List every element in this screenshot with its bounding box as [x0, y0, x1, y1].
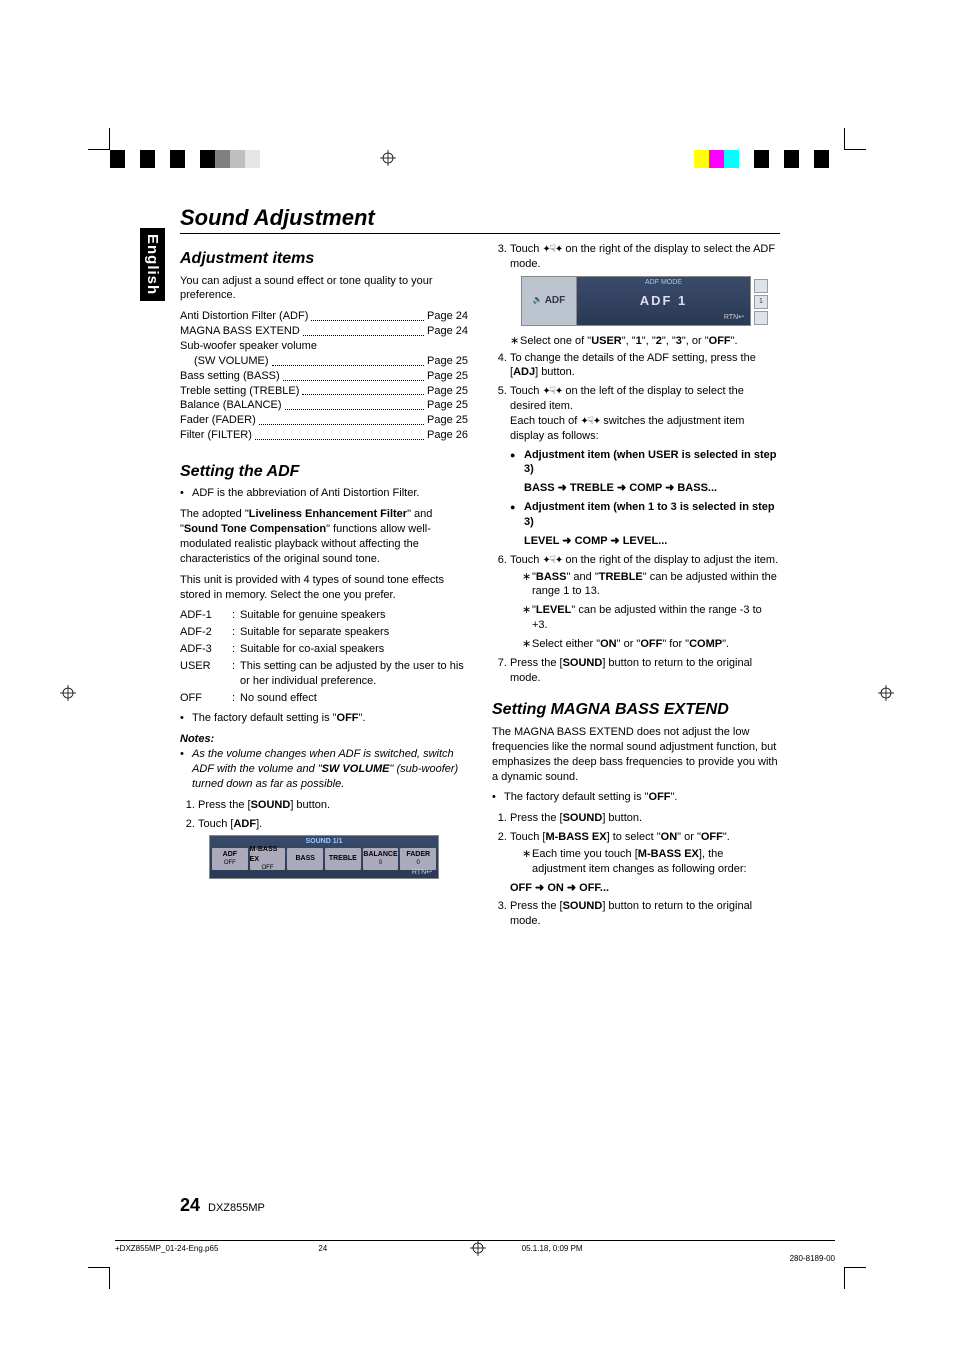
toc-line: Bass setting (BASS)Page 25 — [180, 369, 468, 384]
adf-type-row: ADF-1:Suitable for genuine speakers — [180, 608, 468, 623]
right-column: Touch ✦☟✦ on the right of the display to… — [492, 242, 780, 933]
color-registration-bar — [694, 150, 844, 168]
toc-line: (SW VOLUME)Page 25 — [180, 354, 468, 369]
magna-sequence: OFF ➜ ON ➜ OFF... — [510, 881, 780, 896]
sound-screen-button: FADER0 — [400, 848, 436, 870]
adf-types-table: ADF-1:Suitable for genuine speakers ADF-2… — [180, 608, 468, 705]
adf-step-5: Touch ✦☟✦ on the left of the display to … — [510, 384, 780, 548]
notes-body: As the volume changes when ADF is switch… — [180, 747, 468, 792]
footer-partnum: 280-8189-00 — [725, 1244, 835, 1263]
adf-screen-left-label: 🔊ADF — [522, 277, 577, 325]
intro-text: You can adjust a sound effect or tone qu… — [180, 274, 468, 304]
page-title: Sound Adjustment — [180, 205, 780, 234]
color-registration-bar — [110, 150, 260, 168]
sound-screen-button: BALANCE0 — [363, 848, 399, 870]
step6-sub-comp: Select either "ON" or "OFF" for "COMP". — [522, 637, 780, 652]
adj-item-user: Adjustment item (when USER is selected i… — [510, 448, 780, 478]
adf-abbrev-note: ADF is the abbreviation of Anti Distorti… — [180, 486, 468, 501]
toc-line: Anti Distortion Filter (ADF)Page 24 — [180, 309, 468, 324]
adf-type-row: ADF-3:Suitable for co-axial speakers — [180, 642, 468, 657]
toc-line: Sub-woofer speaker volume — [180, 339, 468, 354]
adf-default-note: The factory default setting is "OFF". — [180, 711, 468, 726]
sound-menu-screenshot: SOUND 1/1 ADFOFFM-BASS EXOFFBASSTREBLEBA… — [209, 835, 439, 879]
touch-arrows-icon: ✦☟✦ — [542, 244, 562, 255]
rtn-label: RTN↩ — [412, 868, 432, 877]
footer-filename: +DXZ855MP_01-24-Eng.p65 — [115, 1244, 318, 1263]
adf-step-1: Press the [SOUND] button. — [198, 798, 468, 813]
adf-mode-value: ADF 1 — [577, 292, 750, 310]
touch-arrows-icon: ✦☟✦ — [580, 416, 600, 427]
toc-line: Filter (FILTER)Page 26 — [180, 428, 468, 443]
side-indicator — [754, 311, 768, 325]
adf-paragraph-1: The adopted "Liveliness Enhancement Filt… — [180, 507, 468, 566]
section-title-magna-bass: Setting MAGNA BASS EXTEND — [492, 699, 780, 721]
sound-screen-title: SOUND 1/1 — [210, 836, 438, 847]
speaker-icon: 🔊 — [533, 295, 543, 306]
section-title-setting-adf: Setting the ADF — [180, 461, 468, 483]
footer: +DXZ855MP_01-24-Eng.p65 24 05.1.18, 0:09… — [115, 1240, 835, 1263]
adf-mode-title: ADF MODE — [577, 277, 750, 288]
adf-step-4: To change the details of the ADF setting… — [510, 351, 780, 381]
registration-target — [380, 150, 396, 166]
crop-mark — [844, 128, 866, 150]
adf-type-row: ADF-2:Suitable for separate speakers — [180, 625, 468, 640]
page-number: 24DXZ855MP — [180, 1195, 265, 1216]
magna-default-note: The factory default setting is "OFF". — [492, 790, 780, 805]
toc-line: Treble setting (TREBLE)Page 25 — [180, 384, 468, 399]
adf-paragraph-2: This unit is provided with 4 types of so… — [180, 573, 468, 603]
level-sequence: LEVEL ➜ COMP ➜ LEVEL... — [524, 534, 780, 549]
side-indicator: 1 — [754, 295, 768, 309]
magna-step-2: Touch [M-BASS EX] to select "ON" or "OFF… — [510, 830, 780, 895]
adf-step-6: Touch ✦☟✦ on the right of the display to… — [510, 553, 780, 652]
notes-heading: Notes: — [180, 732, 468, 747]
adf-type-row: USER:This setting can be adjusted by the… — [180, 659, 468, 689]
adf-type-row: OFF:No sound effect — [180, 691, 468, 706]
sound-screen-button: M-BASS EXOFF — [250, 848, 286, 870]
step6-sub-level: "LEVEL" can be adjusted within the range… — [522, 603, 780, 633]
user-sequence: BASS ➜ TREBLE ➜ COMP ➜ BASS... — [524, 481, 780, 496]
crop-mark — [844, 1267, 866, 1289]
crop-mark — [88, 128, 110, 150]
language-tab: English — [140, 228, 165, 301]
sound-screen-button: ADFOFF — [212, 848, 248, 870]
magna-step2-sub: Each time you touch [M-BASS EX], the adj… — [522, 847, 780, 877]
toc-line: Balance (BALANCE)Page 25 — [180, 398, 468, 413]
step3-sub: Select one of "USER", "1", "2", "3", or … — [510, 334, 780, 349]
magna-step-1: Press the [SOUND] button. — [510, 811, 780, 826]
magna-step-3: Press the [SOUND] button to return to th… — [510, 899, 780, 929]
adf-step-2: Touch [ADF]. — [198, 817, 468, 832]
touch-arrows-icon: ✦☟✦ — [542, 555, 562, 566]
section-title-adjustment-items: Adjustment items — [180, 248, 468, 270]
footer-timestamp: 05.1.18, 0:09 PM — [522, 1244, 725, 1263]
registration-target — [60, 685, 76, 701]
adf-step-3: Touch ✦☟✦ on the right of the display to… — [510, 242, 780, 272]
toc-line: MAGNA BASS EXTENDPage 24 — [180, 324, 468, 339]
toc-line: Fader (FADER)Page 25 — [180, 413, 468, 428]
sound-screen-button: BASS — [287, 848, 323, 870]
registration-target — [878, 685, 894, 701]
step6-sub-bass-treble: "BASS" and "TREBLE" can be adjusted with… — [522, 570, 780, 600]
crop-mark — [88, 1267, 110, 1289]
footer-pagenum: 24 — [318, 1244, 521, 1263]
left-column: Adjustment items You can adjust a sound … — [180, 242, 468, 933]
sound-screen-button: TREBLE — [325, 848, 361, 870]
toc-list: Anti Distortion Filter (ADF)Page 24MAGNA… — [180, 309, 468, 443]
touch-arrows-icon: ✦☟✦ — [542, 386, 562, 397]
side-indicator — [754, 279, 768, 293]
adf-step-7: Press the [SOUND] button to return to th… — [510, 656, 780, 686]
adf-mode-screenshot: 🔊ADF ADF MODE ADF 1 RTN↩ 1 — [521, 276, 751, 326]
magna-paragraph: The MAGNA BASS EXTEND does not adjust th… — [492, 725, 780, 784]
adj-item-123: Adjustment item (when 1 to 3 is selected… — [510, 500, 780, 530]
rtn-label: RTN↩ — [724, 313, 744, 322]
